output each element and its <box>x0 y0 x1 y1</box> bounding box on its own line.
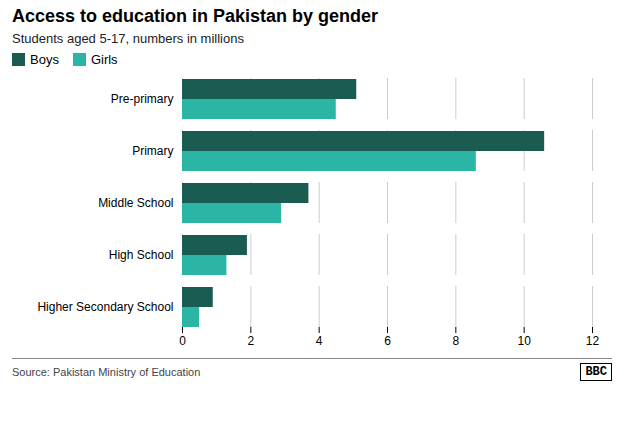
svg-text:2: 2 <box>247 334 254 348</box>
html-text:BBC: BBC <box>585 365 607 379</box>
svg-text:6: 6 <box>384 334 391 348</box>
svg-text:12: 12 <box>586 334 600 348</box>
svg-text:Pre-primary: Pre-primary <box>111 92 174 106</box>
svg-text:4: 4 <box>316 334 323 348</box>
svg-text:10: 10 <box>517 334 531 348</box>
svg-text:Primary: Primary <box>132 144 173 158</box>
html-text:Access to education in Pakista: Access to education in Pakistan by gende… <box>12 6 379 26</box>
html-text:Boys: Boys <box>30 52 59 67</box>
svg-text:Higher Secondary School: Higher Secondary School <box>37 300 173 314</box>
html-text:Girls: Girls <box>90 52 118 67</box>
html-text:Source: Pakistan Ministry of E: Source: Pakistan Ministry of Education <box>12 366 201 378</box>
svg-text:8: 8 <box>452 334 459 348</box>
svg-text:Middle School: Middle School <box>98 196 173 210</box>
svg-text:High School: High School <box>109 248 174 262</box>
svg-text:0: 0 <box>179 334 186 348</box>
html-text:Students aged 5-17, numbers in: Students aged 5-17, numbers in millions <box>12 31 244 46</box>
